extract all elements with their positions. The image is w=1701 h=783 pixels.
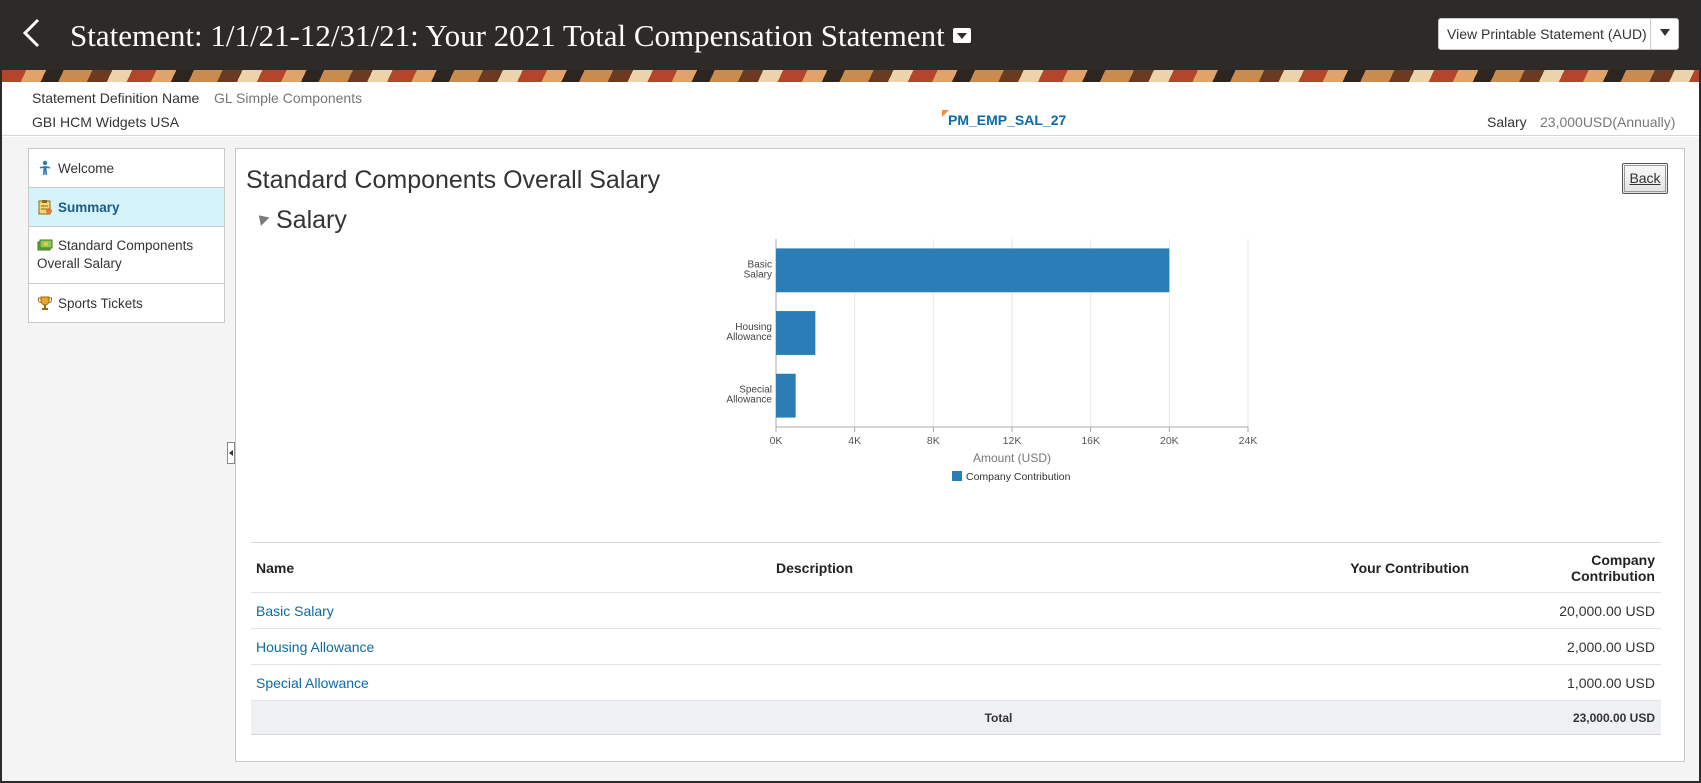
page-heading: Standard Components Overall Salary [246,166,661,194]
sidebar-item-sports-tickets[interactable]: Sports Tickets [29,284,224,322]
view-printable-statement-label[interactable]: View Printable Statement (AUD) [1447,26,1647,42]
component-link[interactable]: Housing Allowance [256,638,375,655]
category-label: Allowance [726,395,772,406]
page-title: Statement: 1/1/21-12/31/21: Your 2021 To… [70,18,971,54]
bar-housing-allowance [776,311,816,355]
component-link[interactable]: Special Allowance [256,674,369,691]
organization-name: GBI HCM Widgets USA [32,114,180,130]
name-cell: Basic Salary [251,603,776,619]
salary-bar-chart: 0K 4K 8K 12K 16K 20K 24KBasicSalaryHousingAllo… [726,239,1258,483]
name-cell: Housing Allowance [251,639,776,655]
back-button[interactable]: Back [1622,163,1668,194]
view-printable-statement-button[interactable]: View Printable Statement (AUD) [1438,18,1679,50]
table-row: Housing Allowance 2,000.00 USD [251,629,1661,665]
section-header-salary: Salary [254,206,347,235]
title-dropdown-icon[interactable] [952,28,971,44]
name-cell: Special Allowance [251,675,776,691]
statement-info: Statement Definition Name GL Simple Comp… [2,82,1699,136]
main-panel: Standard Components Overall Salary Back … [235,148,1685,762]
category-label: Special [739,385,772,396]
definition-label: Statement Definition Name [32,90,200,106]
table-row: Basic Salary 20,000.00 USD [251,593,1661,629]
sidebar-item-summary[interactable]: Summary [29,188,224,227]
category-label: Basic [748,259,772,270]
money-icon [37,239,53,251]
col-header-description[interactable]: Description [776,559,854,576]
col-header-your-contribution[interactable]: Your Contribution [1350,559,1469,576]
legend-label: Company Contribution [966,471,1071,483]
page-title-text: Statement: 1/1/21-12/31/21: Your 2021 To… [70,18,945,53]
flag-icon [942,110,949,117]
chevron-down-icon[interactable] [1650,19,1678,49]
collapse-triangle-icon[interactable] [254,211,270,226]
legend-swatch [952,471,962,481]
x-axis-title: Amount (USD) [973,451,1051,465]
component-link[interactable]: Basic Salary [256,602,334,619]
category-label: Housing [735,322,772,333]
components-table: Name Description Your Contribution Compa… [251,542,1661,735]
bar-basic-salary [776,248,1170,293]
x-tick-label: 12K [1003,435,1022,447]
x-tick-label: 8K [927,435,940,447]
collapse-pane-handle[interactable] [227,442,235,464]
app-header: Statement: 1/1/21-12/31/21: Your 2021 To… [2,2,1699,70]
x-tick-label: 20K [1160,435,1179,447]
total-value: 23,000.00 USD [1572,710,1655,725]
salary-label: Salary [1487,114,1527,130]
x-tick-label: 0K [770,435,783,447]
x-tick-label: 24K [1239,435,1258,447]
x-tick-label: 16K [1081,435,1100,447]
back-chevron-icon[interactable] [18,16,44,50]
category-label: Salary [744,269,772,280]
decorative-banner [2,70,1699,82]
section-title: Salary [276,206,347,234]
sidebar-item-label: Sports Tickets [58,296,143,311]
sidebar-item-standard-components[interactable]: Standard Components Overall Salary [29,227,224,284]
salary-value: 23,000USD(Annually) [1540,114,1676,130]
company-contribution-cell: 20,000.00 USD [1559,602,1655,619]
back-button-label[interactable]: Back [1629,170,1661,186]
employee-code-link[interactable]: PM_EMP_SAL_27 [948,112,1067,128]
table-total-row: Total 23,000.00 USD [251,701,1661,735]
sidebar-item-label: Welcome [58,161,115,176]
x-tick-label: 4K [848,435,861,447]
trophy-icon [38,296,52,310]
statement-sidebar: Welcome Summary Standard Components Over… [28,148,225,323]
col-header-company-contribution[interactable]: Company Contribution [1571,551,1655,584]
company-contribution-cell: 1,000.00 USD [1567,674,1655,691]
bar-special-allowance [776,373,796,418]
summary-icon [38,200,52,215]
sidebar-item-label: Standard Components Overall Salary [37,238,194,271]
sidebar-item-label: Summary [58,200,120,215]
table-header-row: Name Description Your Contribution Compa… [251,543,1661,593]
sidebar-item-welcome[interactable]: Welcome [29,149,224,188]
definition-value: GL Simple Components [214,90,363,106]
total-label: Total [984,710,1013,725]
table-row: Special Allowance 1,000.00 USD [251,665,1661,701]
welcome-icon [40,160,50,175]
company-contribution-cell: 2,000.00 USD [1567,638,1655,655]
col-header-name[interactable]: Name [256,559,295,576]
category-label: Allowance [726,332,772,343]
